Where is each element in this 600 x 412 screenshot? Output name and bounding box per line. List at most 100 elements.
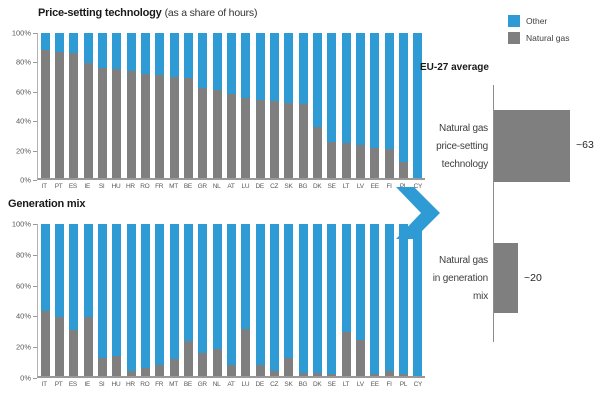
segment-natural-gas — [169, 76, 179, 178]
segment-natural-gas — [284, 102, 294, 178]
price-setting-chart-title: Price-setting technology (as a share of h… — [38, 7, 257, 19]
segment-other — [169, 33, 179, 77]
segment-other — [384, 33, 394, 149]
x-tick-label-lv: LV — [356, 183, 364, 190]
bar-hr — [126, 33, 136, 178]
bar-si — [97, 33, 107, 178]
y-tick-mark — [33, 254, 37, 256]
segment-other — [198, 33, 208, 89]
y-tick-label: 60% — [15, 281, 31, 291]
y-tick-label: 20% — [15, 146, 31, 156]
segment-other — [155, 33, 165, 76]
x-tick-label-gr: GR — [197, 381, 207, 388]
segment-other — [413, 33, 423, 178]
bar-label-generation-mix: Natural gas in generation mix — [398, 252, 488, 306]
y-tick-label: 100% — [11, 28, 31, 38]
bar-ro — [140, 224, 150, 376]
x-tick-label-mt: MT — [169, 381, 178, 388]
bar-gr — [198, 33, 208, 178]
bar-si — [97, 224, 107, 376]
x-tick-label-si: SI — [98, 183, 105, 190]
y-tick-mark — [33, 316, 37, 318]
x-tick-label-dk: DK — [313, 381, 322, 388]
segment-natural-gas — [298, 372, 308, 376]
segment-other — [413, 224, 423, 376]
y-tick-mark — [33, 121, 37, 123]
segment-other — [69, 33, 79, 54]
segment-natural-gas — [241, 328, 251, 376]
bar-be — [183, 224, 193, 376]
segment-natural-gas — [126, 371, 136, 376]
bar-dk — [312, 224, 322, 376]
bar-lt — [341, 224, 351, 376]
bar-mt — [169, 224, 179, 376]
segment-other — [83, 224, 93, 317]
bar-ee — [370, 33, 380, 178]
bar-hr — [126, 224, 136, 376]
segment-other — [241, 33, 251, 99]
price-setting-bars — [38, 33, 425, 178]
bar-lt — [341, 33, 351, 178]
bar-mt — [169, 33, 179, 178]
segment-natural-gas — [83, 316, 93, 376]
bar-ro — [140, 33, 150, 178]
segment-other — [341, 33, 351, 144]
segment-natural-gas — [341, 143, 351, 178]
segment-other — [183, 33, 193, 78]
segment-other — [384, 224, 394, 372]
segment-other — [269, 224, 279, 372]
segment-natural-gas — [269, 371, 279, 376]
y-tick-label: 0% — [20, 373, 31, 383]
y-tick-mark — [33, 150, 37, 152]
x-tick-label-se: SE — [327, 183, 336, 190]
segment-other — [155, 224, 165, 366]
y-tick-mark — [33, 285, 37, 287]
segment-other — [69, 224, 79, 331]
x-tick-label-be: BE — [183, 183, 192, 190]
y-tick-mark — [33, 33, 37, 34]
segment-other — [284, 224, 294, 358]
segment-natural-gas — [155, 365, 165, 376]
x-tick-label-cz: CZ — [270, 183, 279, 190]
segment-natural-gas — [241, 98, 251, 178]
bar-generation-mix — [494, 243, 518, 313]
x-tick-label-nl: NL — [212, 183, 221, 190]
segment-other — [355, 33, 365, 145]
segment-natural-gas — [284, 357, 294, 376]
x-tick-label-de: DE — [255, 183, 265, 190]
right-chevron-icon — [396, 187, 440, 239]
segment-natural-gas — [112, 69, 122, 178]
chart-title-bold: Generation mix — [8, 198, 86, 210]
bar-lu — [241, 224, 251, 376]
segment-natural-gas — [370, 147, 380, 178]
chart-title-note: (as a share of hours) — [164, 7, 258, 19]
legend-item-other: Other — [508, 15, 569, 27]
segment-other — [298, 224, 308, 373]
bar-pl — [398, 224, 408, 376]
bar-at — [226, 224, 236, 376]
x-tick-label-hr: HR — [126, 183, 135, 190]
segment-natural-gas — [327, 141, 337, 178]
bar-nl — [212, 33, 222, 178]
y-tick-label: 80% — [15, 57, 31, 67]
segment-other — [241, 224, 251, 329]
bar-se — [327, 33, 337, 178]
bar-sk — [284, 33, 294, 178]
segment-natural-gas — [83, 63, 93, 178]
y-tick-label: 100% — [11, 219, 31, 229]
legend: Other Natural gas — [508, 15, 569, 49]
segment-natural-gas — [183, 77, 193, 178]
generation-mix-plot-area — [37, 224, 425, 378]
x-tick-label-sk: SK — [284, 381, 293, 388]
price-setting-x-axis-labels: IT PT ES IE SI HU HR RO FR MT BE GR NL AT LU DE CZ SK BG DK… — [37, 183, 425, 193]
bar-de — [255, 33, 265, 178]
x-tick-label-se: SE — [327, 381, 336, 388]
segment-natural-gas — [40, 50, 50, 178]
legend-item-natural-gas: Natural gas — [508, 32, 569, 44]
segment-natural-gas — [126, 70, 136, 178]
bar-label-line: price-setting — [436, 141, 488, 152]
x-tick-label-pt: PT — [54, 381, 63, 388]
bar-cy — [413, 33, 423, 178]
x-tick-label-de: DE — [255, 381, 265, 388]
